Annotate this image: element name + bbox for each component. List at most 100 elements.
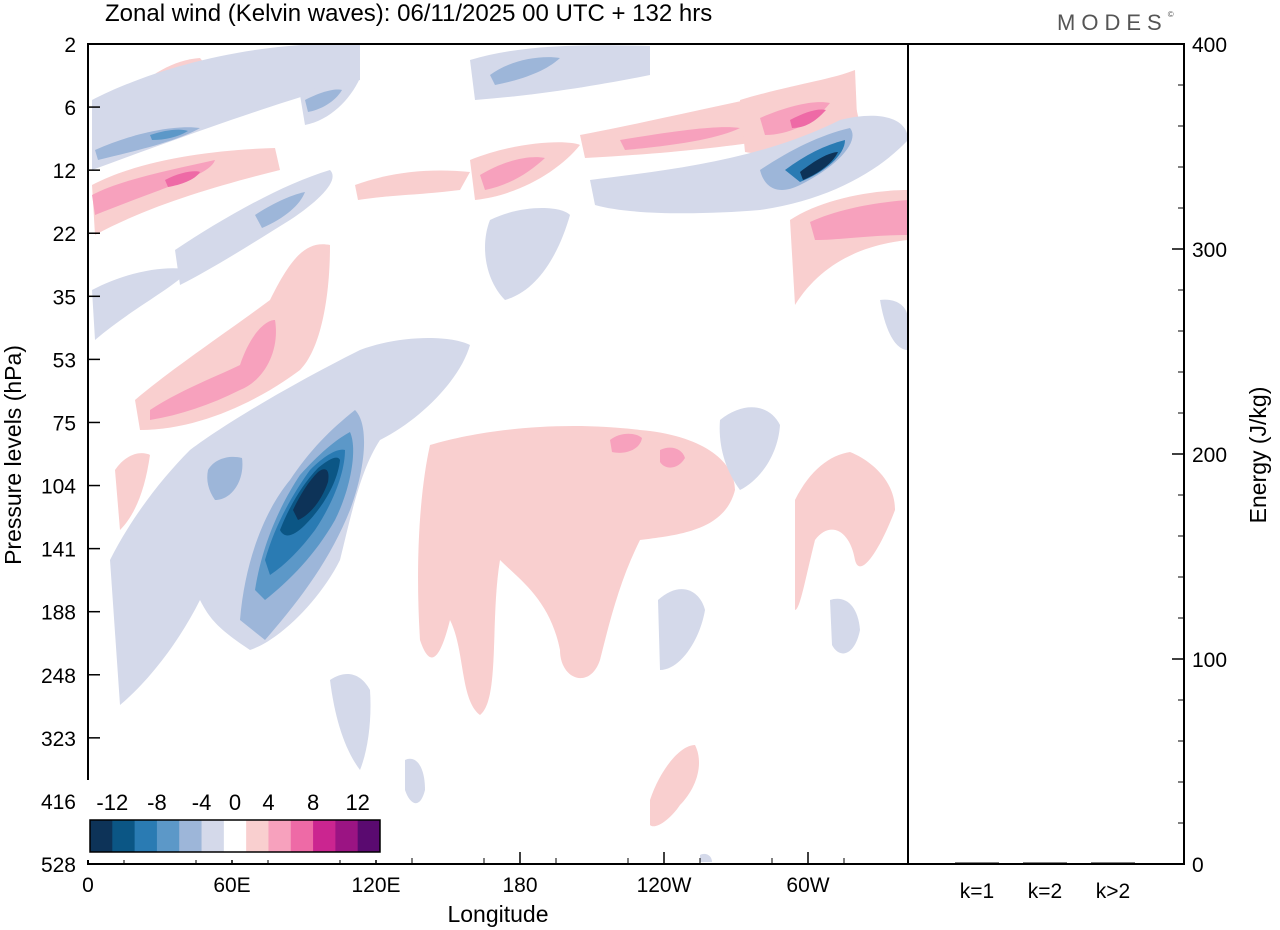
colorbar-swatch [246,820,269,852]
y-tick-label: 2 [64,34,76,57]
chart-title: Zonal wind (Kelvin waves): 06/11/2025 00… [105,0,713,27]
x-tick-label: 0 [82,874,94,897]
y-axis: 2 6 12 22 35 53 75 104 141 188 248 323 416 528 [41,34,100,877]
neg-band [785,140,845,182]
pos-core [610,433,642,453]
energy-frame [907,43,1185,865]
pos-band [135,244,330,430]
pos-core [660,447,685,468]
energy-y-tick-label: 400 [1192,34,1227,57]
neg-band [150,129,188,140]
pos-band [92,148,280,235]
x-axis-title: Longitude [447,901,548,927]
energy-y-tick-label: 300 [1192,239,1227,262]
energy-y-axis: 0 100 200 300 400 [1172,34,1227,877]
x-tick-label: 120E [351,874,400,897]
energy-x-tick-label: k=1 [960,880,994,903]
neg-core [207,456,243,500]
colorbar-swatch [179,820,203,852]
neg-band [880,299,908,350]
colorbar-swatch [223,820,247,852]
x-axis: 0 60E 120E 180 120W 60W [82,852,917,897]
neg-band [255,192,305,228]
logo-text: MODES [1057,10,1168,35]
y-tick-label: 188 [41,602,76,625]
y-tick-label: 248 [41,665,76,688]
colorbar-swatch [156,820,180,852]
neg-band [490,57,560,85]
colorbar-label: -4 [192,790,212,815]
energy-x-tick-label: k>2 [1096,880,1130,903]
pos-region [795,452,895,610]
energy-panel: 0 100 200 300 400 k=1 k=2 k>2 Energy (J/kg) [907,34,1271,903]
y-tick-label: 528 [41,854,76,877]
neg-region [658,589,705,670]
colorbar-swatch [313,820,336,852]
y-axis-title: Pressure levels (hPa) [0,345,26,565]
pos-band [355,170,470,200]
pos-band [790,109,826,128]
y-tick-label: 22 [53,223,76,246]
pos-region [650,745,700,827]
pos-band [115,453,150,530]
logo-mark: © [1167,10,1174,19]
colorbar-label: 8 [307,790,319,815]
colorbar-label: -8 [147,790,167,815]
pos-band [150,320,276,420]
neg-band [305,89,342,112]
pos-band [810,200,908,240]
neg-band [470,45,650,100]
colorbar-swatch [357,820,381,852]
neg-region [405,758,425,804]
neg-band [485,208,570,300]
zonal-wind-plot: 0 60E 120E 180 120W 60W 2 6 12 22 35 53 75 104 141 188… [0,34,917,927]
pos-band [165,171,200,187]
colorbar-swatch [134,820,158,852]
neg-region [830,598,860,654]
y-tick-label: 12 [53,160,76,183]
pos-band [620,127,740,150]
x-tick-label: 60E [213,874,250,897]
energy-axis-title: Energy (J/kg) [1245,387,1271,524]
colorbar-label: 12 [345,790,369,815]
neg-core [293,469,329,520]
y-tick-label: 416 [41,791,76,814]
energy-y-tick-label: 0 [1192,854,1204,877]
x-tick-label: 120W [637,874,692,897]
neg-core [800,152,838,180]
colorbar-swatch [90,820,113,852]
energy-bar [955,862,999,864]
colorbar: -12 -8 -4 0 4 8 12 [86,780,384,860]
energy-y-tick-label: 200 [1192,444,1227,467]
y-tick-label: 75 [53,412,76,435]
y-tick-label: 6 [64,97,76,120]
colorbar-swatch [268,820,292,852]
energy-bars [955,862,1135,864]
colorbar-swatch [112,820,136,852]
neg-region [330,674,371,770]
colorbar-label: 4 [262,790,274,815]
y-tick-label: 104 [41,476,76,499]
contour-fields [92,44,908,862]
colorbar-swatch [201,820,225,852]
colorbar-frame [89,819,381,853]
x-tick-label: 180 [502,874,537,897]
y-tick-label: 53 [53,349,76,372]
neg-region [719,407,780,490]
energy-x-tick-label: k=2 [1028,880,1062,903]
pos-region [418,425,735,715]
colorbar-label: -12 [96,790,128,815]
energy-bar [1091,862,1135,864]
y-tick-label: 323 [41,728,76,751]
colorbar-swatch [335,820,359,852]
neg-band [92,268,190,340]
energy-y-tick-label: 100 [1192,649,1227,672]
y-tick-label: 141 [41,539,76,562]
pos-band [480,157,545,190]
y-tick-label: 35 [53,286,76,309]
neg-region [700,853,712,862]
energy-bar [1023,862,1067,864]
energy-x-axis: k=1 k=2 k>2 [960,880,1130,903]
x-tick-label: 60W [786,874,829,897]
